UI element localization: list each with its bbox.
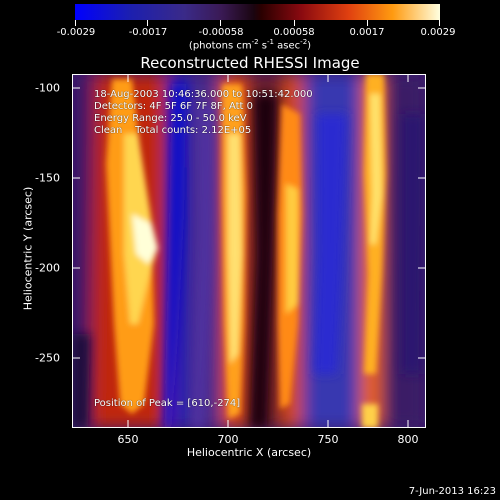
x-tick-label: 800 (397, 433, 419, 446)
x-tick-label: 700 (217, 433, 239, 446)
info-clean: Clean Total counts: 2.12E+05 (94, 125, 252, 136)
info-detectors: Detectors: 4F 5F 6F 7F 8F, Att 0 (94, 101, 254, 112)
colorbar (75, 4, 440, 20)
y-axis-label: Heliocentric Y (arcsec) (21, 186, 35, 311)
colorbar-ticks (75, 20, 440, 26)
colorbar-tick-label: -0.0029 (56, 27, 96, 38)
colorbar-tick-label: -0.00058 (198, 27, 244, 38)
y-tick-label: -100 (35, 81, 60, 95)
x-axis-label: Heliocentric X (arcsec) (186, 446, 312, 459)
colorbar-tick-label: 0.0029 (420, 27, 456, 38)
info-energy-range: Energy Range: 25.0 - 50.0 keV (94, 113, 247, 124)
colorbar-tick-label: 0.00058 (273, 27, 315, 38)
colorbar-units: (photons cm-2 s-1 asec-2) (188, 38, 312, 52)
colorbar-tick-label: 0.0017 (349, 27, 385, 38)
y-tick-label: -150 (35, 171, 60, 185)
x-tick-label: 750 (317, 433, 339, 446)
timestamp: 7-Jun-2013 16:23 (408, 486, 496, 497)
y-tick-label: -250 (35, 351, 60, 365)
y-tick-label: -200 (35, 261, 60, 275)
colorbar-tick-label: -0.0017 (128, 27, 168, 38)
info-peak-position: Position of Peak = [610,-274] (94, 398, 241, 409)
rhessi-image (72, 74, 426, 428)
plot-title: Reconstructed RHESSI Image (140, 54, 360, 72)
x-tick-label: 650 (117, 433, 139, 446)
info-time-range: 18-Aug-2003 10:46:36.000 to 10:51:42.000 (94, 89, 313, 100)
